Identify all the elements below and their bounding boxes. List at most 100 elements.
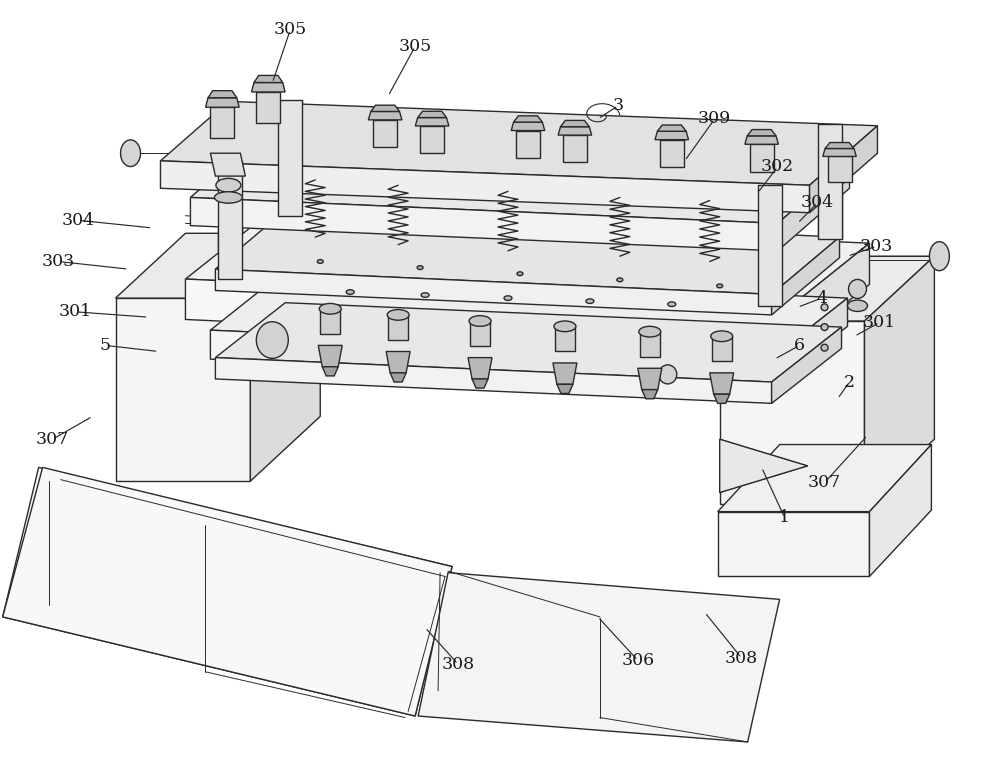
Polygon shape — [638, 368, 662, 390]
Polygon shape — [373, 120, 397, 147]
Polygon shape — [828, 157, 852, 182]
Polygon shape — [778, 161, 850, 251]
Polygon shape — [250, 233, 320, 481]
Polygon shape — [190, 197, 778, 251]
Polygon shape — [160, 102, 877, 185]
Text: 303: 303 — [42, 253, 75, 270]
Polygon shape — [218, 161, 242, 279]
Polygon shape — [657, 125, 686, 131]
Polygon shape — [210, 154, 245, 176]
Polygon shape — [557, 384, 573, 393]
Polygon shape — [415, 118, 449, 126]
Polygon shape — [810, 126, 877, 212]
Ellipse shape — [421, 293, 429, 297]
Text: 308: 308 — [441, 656, 475, 672]
Ellipse shape — [617, 278, 623, 282]
Polygon shape — [758, 185, 782, 306]
Ellipse shape — [317, 260, 323, 264]
Polygon shape — [514, 116, 542, 122]
Polygon shape — [655, 131, 689, 140]
Polygon shape — [825, 143, 854, 148]
Polygon shape — [3, 468, 452, 716]
Polygon shape — [470, 321, 490, 346]
Polygon shape — [318, 345, 342, 367]
Polygon shape — [712, 336, 732, 361]
Polygon shape — [790, 243, 869, 348]
Text: 309: 309 — [698, 111, 731, 128]
Polygon shape — [642, 390, 658, 399]
Text: 307: 307 — [36, 431, 69, 448]
Polygon shape — [558, 127, 592, 135]
Polygon shape — [386, 351, 410, 373]
Ellipse shape — [821, 304, 828, 311]
Polygon shape — [185, 279, 790, 348]
Polygon shape — [747, 130, 776, 136]
Polygon shape — [371, 105, 400, 112]
Polygon shape — [215, 269, 772, 315]
Ellipse shape — [639, 326, 661, 337]
Polygon shape — [254, 76, 283, 83]
Text: 304: 304 — [62, 212, 95, 229]
Ellipse shape — [659, 365, 677, 384]
Polygon shape — [252, 83, 285, 92]
Polygon shape — [210, 273, 848, 355]
Polygon shape — [718, 512, 869, 577]
Polygon shape — [420, 126, 444, 154]
Ellipse shape — [821, 324, 828, 331]
Polygon shape — [116, 298, 250, 481]
Polygon shape — [823, 148, 856, 157]
Polygon shape — [190, 135, 850, 223]
Polygon shape — [720, 439, 808, 493]
Text: 305: 305 — [274, 21, 307, 38]
Ellipse shape — [848, 300, 867, 312]
Polygon shape — [710, 373, 734, 394]
Text: 308: 308 — [725, 649, 758, 666]
Polygon shape — [160, 161, 810, 212]
Ellipse shape — [121, 140, 141, 167]
Text: 303: 303 — [860, 238, 893, 254]
Ellipse shape — [346, 290, 354, 294]
Text: 301: 301 — [59, 303, 92, 320]
Polygon shape — [563, 135, 587, 163]
Ellipse shape — [504, 296, 512, 300]
Polygon shape — [555, 326, 575, 351]
Polygon shape — [215, 212, 840, 294]
Ellipse shape — [554, 321, 576, 332]
Text: 2: 2 — [844, 374, 855, 390]
Polygon shape — [215, 358, 772, 403]
Polygon shape — [116, 233, 320, 298]
Polygon shape — [215, 303, 842, 382]
Text: 1: 1 — [779, 510, 790, 526]
Polygon shape — [714, 394, 730, 403]
Polygon shape — [640, 332, 660, 357]
Ellipse shape — [319, 303, 341, 314]
Polygon shape — [775, 298, 848, 384]
Ellipse shape — [929, 241, 949, 270]
Ellipse shape — [417, 266, 423, 270]
Text: 305: 305 — [398, 38, 432, 55]
Polygon shape — [511, 122, 545, 131]
Polygon shape — [772, 327, 842, 403]
Polygon shape — [322, 367, 338, 376]
Text: 304: 304 — [801, 194, 834, 212]
Polygon shape — [818, 125, 842, 238]
Polygon shape — [185, 215, 869, 307]
Polygon shape — [718, 445, 931, 512]
Polygon shape — [418, 573, 780, 742]
Ellipse shape — [469, 316, 491, 326]
Text: 301: 301 — [863, 314, 896, 331]
Text: 307: 307 — [808, 474, 841, 491]
Ellipse shape — [711, 331, 733, 342]
Polygon shape — [320, 309, 340, 334]
Polygon shape — [869, 445, 931, 577]
Text: 5: 5 — [100, 337, 111, 354]
Polygon shape — [553, 363, 577, 384]
Polygon shape — [210, 330, 775, 384]
Polygon shape — [660, 140, 684, 167]
Polygon shape — [720, 256, 934, 321]
Polygon shape — [210, 107, 234, 138]
Polygon shape — [388, 315, 408, 340]
Ellipse shape — [216, 178, 241, 192]
Polygon shape — [561, 121, 589, 127]
Ellipse shape — [517, 272, 523, 276]
